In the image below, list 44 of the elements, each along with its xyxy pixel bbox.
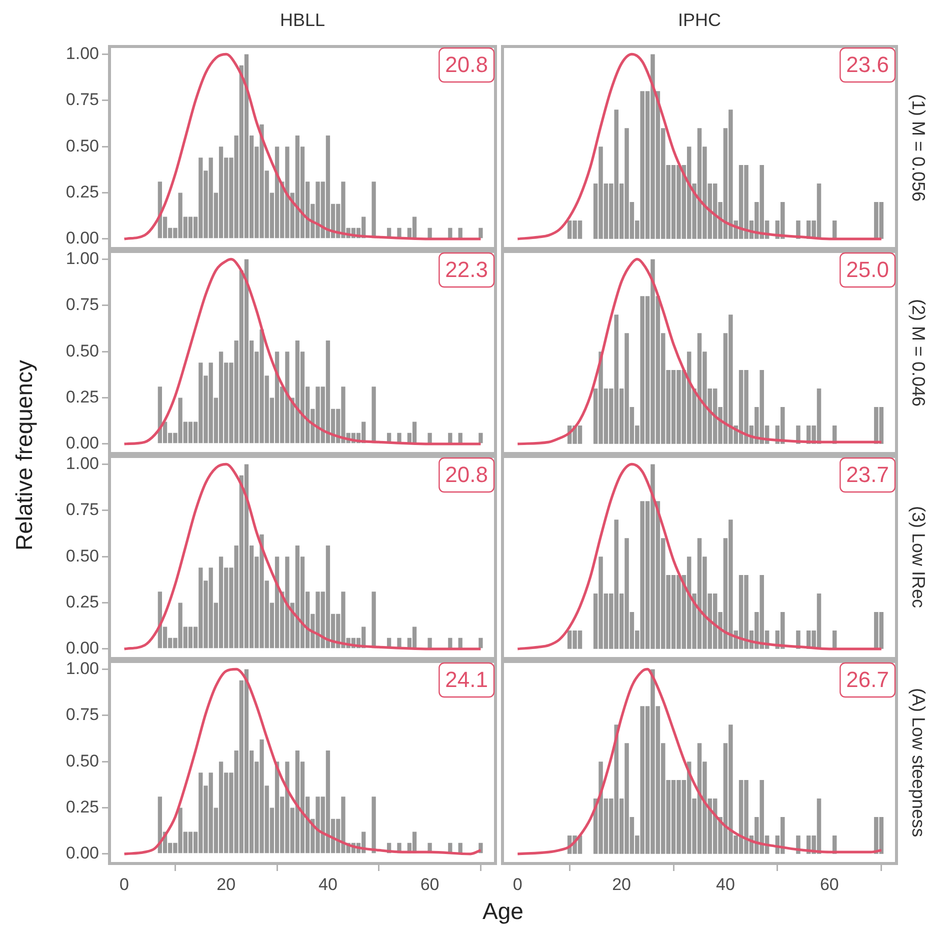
y-axis-title: Relative frequency — [10, 360, 38, 550]
x-axis-title: Age — [482, 898, 524, 925]
y-tick-label: 0.75 — [66, 500, 99, 520]
y-tick-label: 0.00 — [66, 228, 99, 248]
y-tick-label: 0.00 — [66, 434, 99, 453]
y2-axis-title: (1) M = 0.056 — [908, 94, 928, 202]
y2-axis-title: (3) Low IRec — [908, 506, 928, 609]
y-tick-label: 1.00 — [66, 44, 99, 63]
annotation: 20.8 — [445, 462, 488, 488]
y-tick-label: 0.50 — [66, 546, 99, 566]
x-tick-label: 40 — [716, 874, 735, 894]
annotation: 23.7 — [846, 462, 890, 488]
y-tick-label: 0.75 — [66, 705, 99, 724]
x-tick-label: 0 — [512, 874, 522, 894]
x-tick-label: 60 — [820, 874, 839, 894]
x-tick-label: 20 — [612, 874, 632, 894]
x-tick-label: 60 — [420, 874, 440, 894]
y-tick-label: 0.75 — [66, 90, 99, 110]
y-tick-label: 1.00 — [66, 454, 99, 473]
y-tick-label: 0.75 — [66, 295, 99, 314]
y-tick-label: 0.25 — [66, 592, 99, 612]
annotation: 25.0 — [846, 257, 890, 282]
y-tick-label: 1.00 — [66, 248, 99, 268]
y-tick-label: 1.00 — [66, 658, 99, 678]
y-tick-label: 0.00 — [66, 638, 99, 658]
x-tick-label: 20 — [216, 874, 236, 894]
annotation: 23.6 — [846, 52, 890, 78]
y2-axis-title: (A) Low steepness — [908, 688, 928, 838]
y-tick-label: 0.25 — [66, 387, 99, 406]
y-tick-label: 0.50 — [66, 136, 99, 156]
x-tick-label: 0 — [120, 874, 130, 894]
annotation: 22.3 — [445, 257, 488, 282]
y-tick-label: 0.00 — [66, 844, 99, 863]
y-tick-label: 0.25 — [66, 797, 99, 816]
x-tick-label: 40 — [318, 874, 338, 894]
y2-axis-title: (2) M = 0.046 — [908, 298, 928, 406]
annotation: 20.8 — [445, 52, 488, 78]
y-tick-label: 0.50 — [66, 341, 99, 360]
annotation: 24.1 — [445, 667, 488, 692]
chart-title: IPHC — [676, 10, 722, 31]
chart-title: HBLL — [278, 10, 326, 31]
y-tick-label: 0.50 — [66, 751, 99, 770]
y-tick-label: 0.25 — [66, 182, 99, 202]
annotation: 26.7 — [846, 667, 890, 692]
